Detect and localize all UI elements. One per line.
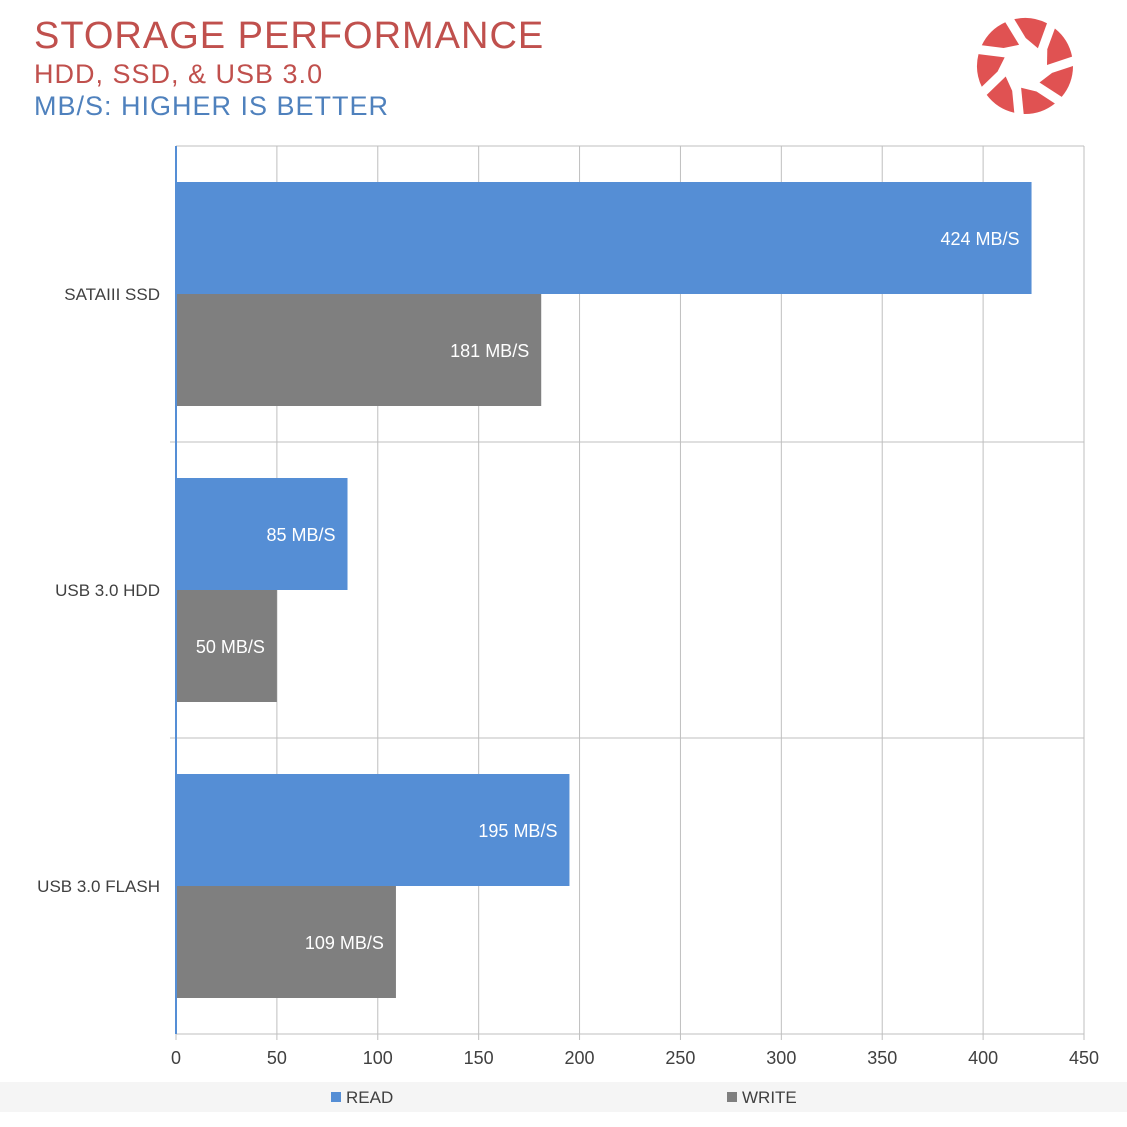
camera-aperture-logo-icon	[977, 17, 1073, 115]
legend-label-write: WRITE	[742, 1088, 797, 1107]
y-category-label: SATAIII SSD	[64, 285, 160, 304]
logo-wedge	[1047, 28, 1073, 65]
legend-swatch-write	[727, 1092, 737, 1102]
logo-wedge	[1014, 17, 1047, 49]
x-tick-label: 0	[171, 1048, 181, 1068]
x-tick-label: 50	[267, 1048, 287, 1068]
x-tick-label: 350	[867, 1048, 897, 1068]
x-tick-label: 300	[766, 1048, 796, 1068]
bar-data-label: 424 MB/S	[940, 229, 1019, 249]
read-bar	[176, 182, 1032, 294]
chart-units-note: MB/S: HIGHER IS BETTER	[34, 91, 390, 121]
logo-wedge	[1021, 87, 1055, 115]
write-bar	[176, 590, 277, 702]
logo-wedge	[1039, 66, 1073, 97]
bar-data-label: 109 MB/S	[305, 933, 384, 953]
bar-chart: 0 50 100 150 200 250 300 350 400 450 SATAIII SSD 42…	[37, 145, 1099, 1068]
x-tick-label: 450	[1069, 1048, 1099, 1068]
bar-data-label: 50 MB/S	[196, 637, 265, 657]
logo-wedge	[981, 22, 1020, 48]
read-bar	[176, 774, 570, 886]
legend-item-read: READ	[331, 1088, 393, 1108]
x-tick-label: 250	[665, 1048, 695, 1068]
legend-item-write: WRITE	[727, 1088, 797, 1108]
y-category-label: USB 3.0 HDD	[55, 581, 160, 600]
chart-title: STORAGE PERFORMANCE	[34, 15, 545, 57]
x-tick-label: 400	[968, 1048, 998, 1068]
logo-wedge	[986, 76, 1015, 113]
legend-label-read: READ	[346, 1088, 394, 1107]
read-bar	[176, 478, 348, 590]
x-tick-label: 150	[464, 1048, 494, 1068]
bar-data-label: 181 MB/S	[450, 341, 529, 361]
logo-wedge	[977, 54, 1005, 87]
x-tick-label: 100	[363, 1048, 393, 1068]
y-category-label: USB 3.0 FLASH	[37, 877, 160, 896]
write-bar	[176, 294, 542, 406]
chart-legend: READ WRITE	[0, 1082, 1127, 1112]
write-bar	[176, 886, 396, 998]
chart-subtitle: HDD, SSD, & USB 3.0	[34, 59, 324, 89]
bar-data-label: 85 MB/S	[266, 525, 335, 545]
x-tick-label: 200	[565, 1048, 595, 1068]
legend-swatch-read	[331, 1092, 341, 1102]
bar-data-label: 195 MB/S	[478, 821, 557, 841]
